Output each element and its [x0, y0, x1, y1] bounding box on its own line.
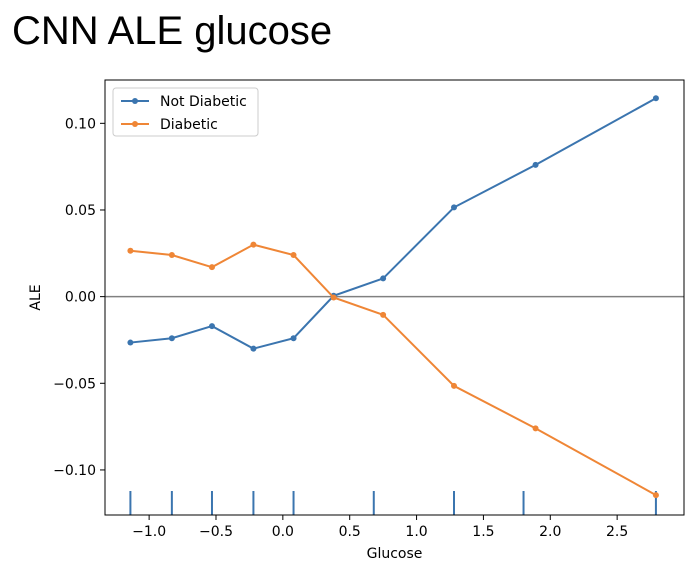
x-tick-label: 2.5 [606, 524, 628, 540]
x-axis-label: Glucose [367, 546, 423, 562]
point-not-diabetic-7 [451, 204, 458, 211]
y-tick-label: −0.05 [53, 376, 96, 392]
series-line-not-diabetic [130, 97, 657, 350]
legend-label-diabetic: Diabetic [160, 117, 218, 133]
point-diabetic-4 [290, 252, 297, 259]
point-not-diabetic-2 [208, 323, 215, 330]
y-tick-label: 0.10 [65, 116, 96, 132]
x-tick-label: 0.0 [272, 524, 294, 540]
point-not-diabetic-8 [532, 161, 539, 168]
x-tick-label: −0.5 [199, 524, 233, 540]
x-tick-label: 2.0 [539, 524, 561, 540]
x-tick-label: 1.0 [405, 524, 427, 540]
x-tick-label: 1.5 [472, 524, 494, 540]
page-title: CNN ALE glucose [12, 9, 333, 53]
point-diabetic-1 [168, 252, 175, 259]
series-line-diabetic [130, 243, 657, 496]
point-not-diabetic-4 [290, 335, 297, 342]
y-tick-label: −0.10 [53, 463, 96, 479]
y-axis: −0.10 −0.05 0.00 0.05 0.10 [53, 116, 105, 479]
legend-label-not-diabetic: Not Diabetic [160, 94, 247, 110]
rug-layer [129, 491, 657, 515]
point-diabetic-3 [250, 241, 257, 248]
point-not-diabetic-9 [652, 95, 659, 102]
point-not-diabetic-6 [380, 275, 387, 282]
point-diabetic-2 [208, 264, 215, 271]
point-diabetic-7 [451, 382, 458, 389]
point-diabetic-8 [532, 425, 539, 432]
y-tick-label: 0.05 [65, 203, 96, 219]
series-layer [127, 95, 659, 499]
plot-frame [104, 79, 685, 516]
legend: Not Diabetic Diabetic [112, 87, 259, 137]
point-diabetic-6 [380, 311, 387, 318]
point-not-diabetic-1 [168, 335, 175, 342]
x-tick-label: 0.5 [339, 524, 361, 540]
legend-marker-diabetic [132, 121, 138, 127]
point-not-diabetic-0 [127, 339, 134, 346]
x-axis: −1.0 −0.5 0.0 0.5 1.0 1.5 2.0 2.5 [132, 515, 628, 540]
x-tick-label: −1.0 [132, 524, 166, 540]
point-diabetic-0 [127, 247, 134, 254]
y-tick-label: 0.00 [65, 290, 96, 306]
point-not-diabetic-3 [250, 345, 257, 352]
y-axis-label: ALE [28, 284, 44, 310]
legend-box [112, 87, 259, 137]
legend-marker-not-diabetic [132, 98, 138, 104]
point-diabetic-5 [330, 294, 337, 301]
point-diabetic-9 [652, 492, 659, 499]
